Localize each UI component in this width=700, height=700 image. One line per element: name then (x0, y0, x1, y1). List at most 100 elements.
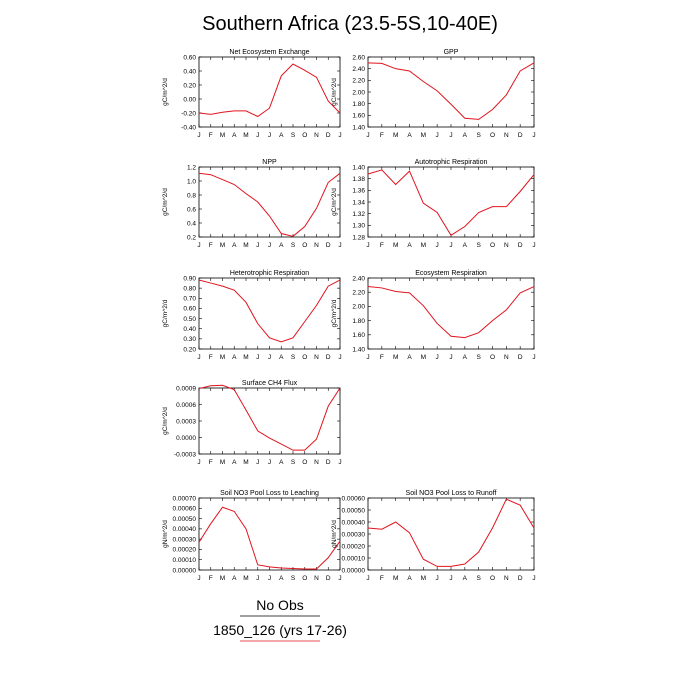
x-tick-label: O (490, 575, 495, 582)
legend: No Obs 1850_126 (yrs 17-26) (213, 597, 347, 642)
x-tick-label: M (393, 132, 398, 139)
y-tick-label: 1.80 (352, 101, 365, 108)
y-tick-label: 2.00 (352, 304, 365, 311)
x-tick-label: O (490, 354, 495, 361)
y-tick-label: 0.4 (187, 220, 196, 227)
x-tick-label: D (326, 354, 331, 361)
x-tick-label: F (380, 575, 384, 582)
panel-4: Autotrophic Respiration 1.28 1.30 1.32 1.34 1… (331, 159, 536, 249)
y-tick-label: 0.00010 (173, 557, 197, 564)
y-tick-label: 0.0000 (176, 435, 196, 442)
y-tick-label: 0.2 (187, 234, 196, 241)
x-tick-label: M (220, 132, 225, 139)
x-tick-label: J (366, 575, 369, 582)
y-tick-label: 0.00000 (342, 567, 366, 574)
x-tick-label: M (421, 242, 426, 249)
x-tick-label: S (476, 242, 481, 249)
y-axis-label: gC/m^2/d (162, 188, 169, 216)
x-tick-label: D (326, 132, 331, 139)
x-tick-label: J (338, 575, 341, 582)
x-tick-label: M (393, 575, 398, 582)
y-tick-label: 0.00060 (342, 495, 366, 502)
plot-frame (198, 497, 341, 571)
y-axis-label: gC/m^2/d (162, 78, 169, 106)
x-tick-label: F (380, 242, 384, 249)
x-tick-label: J (532, 575, 535, 582)
x-tick-label: J (256, 354, 259, 361)
series-line (367, 498, 535, 567)
y-tick-label: 0.40 (183, 68, 196, 75)
x-tick-label: N (504, 132, 509, 139)
y-tick-label: 1.28 (352, 234, 365, 241)
x-tick-label: O (302, 242, 307, 249)
x-tick-label: O (490, 132, 495, 139)
x-tick-label: D (518, 354, 523, 361)
x-tick-label: M (421, 132, 426, 139)
x-tick-label: J (449, 132, 452, 139)
y-tick-label: 2.20 (352, 290, 365, 297)
x-tick-label: M (243, 575, 248, 582)
x-tick-label: J (436, 575, 439, 582)
series-line (198, 279, 341, 343)
series-line (367, 169, 535, 236)
y-tick-label: 0.00000 (173, 567, 197, 574)
x-tick-label: A (232, 459, 237, 466)
x-tick-label: M (243, 459, 248, 466)
y-tick-label: 2.00 (352, 89, 365, 96)
y-tick-label: 1.40 (352, 346, 365, 353)
y-tick-label: 2.20 (352, 78, 365, 85)
x-tick-label: O (302, 354, 307, 361)
y-tick-label: 0.00010 (342, 555, 366, 562)
y-tick-label: 0.70 (183, 296, 196, 303)
panel-title: Soil NO3 Pool Loss to Runoff (406, 490, 497, 497)
y-tick-label: 0.8 (187, 192, 196, 199)
y-tick-label: 0.90 (183, 275, 196, 282)
x-tick-label: N (314, 242, 319, 249)
x-tick-label: A (463, 242, 468, 249)
plot-frame (367, 166, 535, 238)
x-tick-label: J (366, 242, 369, 249)
x-tick-label: F (380, 354, 384, 361)
y-axis-label: gC/m^2/d (331, 188, 338, 216)
panel-title: Autotrophic Respiration (415, 159, 488, 166)
x-tick-label: J (197, 242, 200, 249)
x-tick-label: F (209, 575, 213, 582)
y-tick-label: 0.0009 (176, 385, 196, 392)
x-tick-label: N (504, 354, 509, 361)
x-tick-label: N (314, 132, 319, 139)
panel-2: GPP 1.40 1.60 1.80 2.00 2.20 2.40 2.60 J F M A M J J A S… (331, 49, 536, 139)
y-tick-label: 0.00060 (173, 506, 197, 513)
x-tick-label: A (232, 242, 237, 249)
x-tick-label: M (393, 242, 398, 249)
x-tick-label: J (256, 132, 259, 139)
x-tick-label: N (314, 459, 319, 466)
x-tick-label: A (232, 575, 237, 582)
x-tick-label: A (232, 354, 237, 361)
x-tick-label: M (243, 242, 248, 249)
y-tick-label: 2.60 (352, 54, 365, 61)
x-tick-label: A (407, 354, 412, 361)
x-tick-label: S (291, 242, 296, 249)
x-tick-label: O (302, 575, 307, 582)
x-tick-label: A (279, 575, 284, 582)
x-tick-label: J (449, 575, 452, 582)
x-tick-label: O (302, 132, 307, 139)
panel-8: Soil NO3 Pool Loss to Leaching 0.00000 0.0… (162, 490, 342, 582)
y-tick-label: 2.40 (352, 275, 365, 282)
x-tick-label: A (279, 132, 284, 139)
x-tick-label: J (268, 459, 271, 466)
y-tick-label: 1.30 (352, 223, 365, 230)
panel-title: NPP (262, 159, 277, 166)
x-tick-label: N (314, 354, 319, 361)
x-tick-label: S (291, 354, 296, 361)
x-tick-label: J (436, 242, 439, 249)
y-tick-label: 0.20 (183, 346, 196, 353)
y-tick-label: 0.6 (187, 206, 196, 213)
y-tick-label: 1.2 (187, 164, 196, 171)
y-tick-label: 0.00 (183, 96, 196, 103)
plot-frame (198, 387, 341, 455)
x-tick-label: J (197, 459, 200, 466)
x-tick-label: M (220, 575, 225, 582)
x-tick-label: A (463, 354, 468, 361)
y-tick-label: -0.20 (181, 110, 196, 117)
